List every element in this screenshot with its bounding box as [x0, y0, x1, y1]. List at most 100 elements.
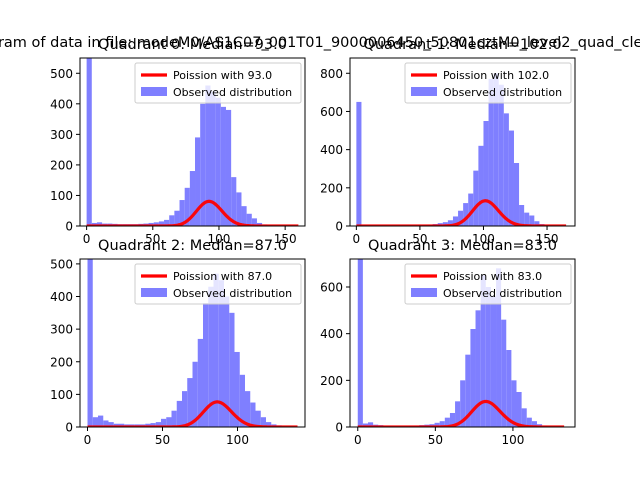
- x-tick-label: 0: [353, 232, 361, 246]
- histogram-bar: [465, 354, 471, 427]
- y-tick-label: 400: [50, 290, 73, 304]
- histogram-bar: [480, 275, 486, 427]
- histogram-bar: [245, 391, 251, 427]
- histogram-bar: [103, 420, 109, 427]
- histogram-bars: [86, 58, 288, 226]
- histogram-bar: [475, 310, 481, 427]
- histogram-bar: [506, 350, 512, 427]
- histogram-bar: [218, 280, 224, 427]
- histogram-bar: [447, 220, 453, 226]
- histogram-bar: [255, 410, 261, 427]
- legend-box: [404, 263, 572, 305]
- y-tick-label: 0: [335, 421, 343, 435]
- histogram-bar: [108, 422, 114, 427]
- figure-title: Histogram of data in file: modeM0/AS1C07…: [0, 35, 640, 51]
- histogram-bar: [521, 408, 527, 427]
- histogram-bar: [158, 221, 165, 226]
- x-tick-label: 100: [226, 433, 249, 447]
- histogram-bar: [166, 417, 172, 427]
- histogram-bar: [176, 400, 182, 427]
- y-tick-label: 200: [320, 374, 343, 388]
- histogram-bar: [92, 417, 98, 427]
- legend: Poission with 87.0 Observed distribution: [134, 263, 302, 305]
- legend-label: Observed distribution: [443, 86, 562, 99]
- axes-frame: [349, 57, 576, 227]
- histogram-bar: [444, 417, 450, 427]
- histogram-bar: [470, 329, 476, 427]
- y-tick-label: 100: [50, 388, 73, 402]
- histogram-bar: [493, 73, 499, 226]
- histogram-bar: [460, 380, 466, 427]
- histogram-bar: [251, 218, 257, 226]
- histogram-bar: [357, 259, 363, 427]
- histogram-bar: [266, 422, 272, 427]
- histogram-bar: [468, 193, 474, 226]
- legend-label: Poission with 102.0: [443, 69, 549, 82]
- y-tick-label: 0: [65, 220, 73, 234]
- histogram-bar: [153, 222, 159, 226]
- histogram-bar: [239, 374, 245, 427]
- axes-frame: [349, 258, 576, 428]
- histogram-bar: [516, 392, 522, 427]
- histogram-bar: [463, 203, 469, 226]
- histogram-bar: [508, 130, 514, 226]
- histogram-bar: [229, 312, 235, 427]
- histogram-bar: [174, 210, 180, 226]
- histogram-bar: [362, 423, 368, 427]
- histogram-bar: [513, 163, 520, 226]
- y-tick-label: 600: [320, 105, 343, 119]
- y-tick-label: 0: [65, 421, 73, 435]
- histogram-bar: [210, 91, 216, 226]
- histogram-bar: [231, 177, 237, 226]
- histogram-bar: [496, 268, 502, 427]
- subplot-title: Quadrant 1: Median=102.0: [363, 37, 561, 53]
- y-tick-label: 500: [50, 67, 73, 81]
- histogram-bar: [236, 192, 242, 226]
- legend-bar-swatch: [411, 288, 437, 297]
- histogram-bar: [473, 170, 479, 226]
- histogram-bar: [150, 423, 156, 427]
- histogram-bar: [488, 79, 494, 226]
- legend-box: [404, 62, 572, 104]
- y-tick-label: 200: [320, 181, 343, 195]
- histogram-bar: [526, 417, 532, 427]
- x-tick-label: 150: [274, 232, 297, 246]
- y-tick-label: 200: [50, 158, 73, 172]
- axes-frame: [79, 258, 306, 428]
- x-tick-label: 0: [354, 433, 362, 447]
- x-tick-label: 100: [208, 232, 231, 246]
- histogram-bars: [356, 73, 565, 226]
- histogram-bar: [531, 421, 537, 427]
- x-tick-label: 150: [536, 232, 559, 246]
- histogram-bars: [357, 259, 558, 427]
- subplot-title: Quadrant 3: Median=83.0: [368, 238, 557, 254]
- histogram-bar: [449, 413, 456, 427]
- histogram-bar: [220, 106, 226, 226]
- subplot-1: 0 50 100 150 0 200 400 600 800 Quadrant 1: Median…: [320, 37, 576, 246]
- histogram-bar: [524, 212, 530, 226]
- histogram-bar: [179, 200, 185, 226]
- histogram-bar: [234, 351, 240, 427]
- y-tick-label: 600: [320, 281, 343, 295]
- histogram-bar: [145, 423, 151, 427]
- histogram-bars: [87, 259, 293, 427]
- histogram-bar: [86, 58, 92, 226]
- y-tick-label: 400: [320, 327, 343, 341]
- legend: Poission with 83.0 Observed distribution: [404, 263, 572, 305]
- histogram-bar: [458, 210, 464, 226]
- subplot-2: 0 50 100 0 100 200 300 400 500 Quadrant 2: Median…: [50, 238, 306, 447]
- histogram-bar: [529, 215, 535, 226]
- histogram-bar: [439, 421, 445, 427]
- histogram-bar: [119, 423, 125, 427]
- legend-label: Observed distribution: [173, 287, 292, 300]
- legend-label: Poission with 87.0: [173, 270, 272, 283]
- histogram-bar: [203, 303, 209, 427]
- histogram-bar: [213, 273, 219, 427]
- y-tick-label: 0: [335, 220, 343, 234]
- histogram-bar: [534, 221, 540, 226]
- histogram-bar: [184, 187, 190, 226]
- histogram-bar: [503, 113, 509, 226]
- histogram-bar: [182, 391, 188, 427]
